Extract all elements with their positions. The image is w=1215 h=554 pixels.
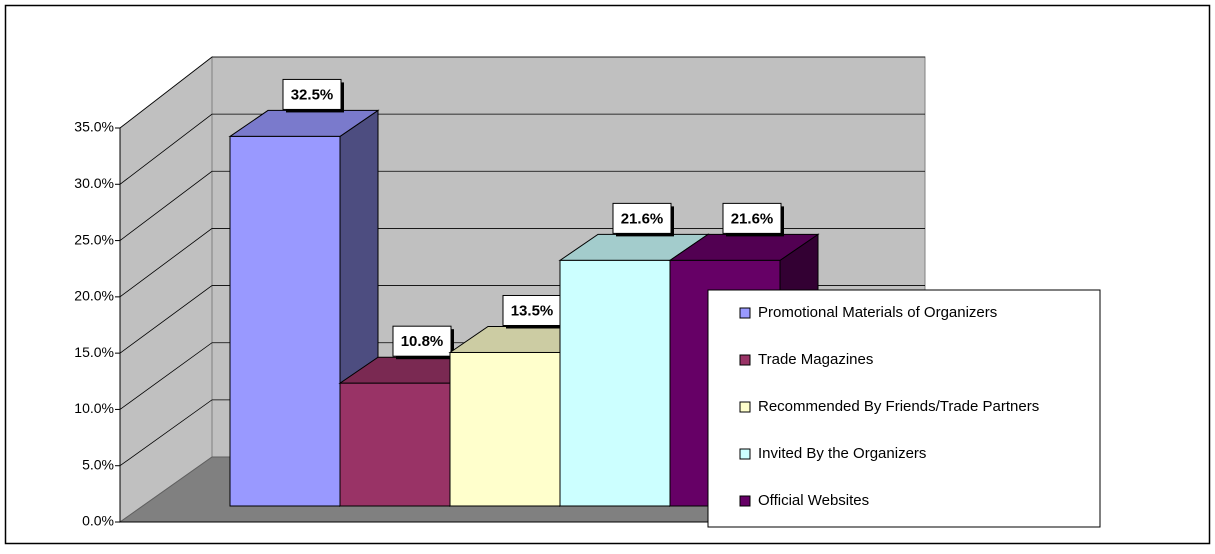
bar xyxy=(449,351,561,507)
legend-swatch xyxy=(739,448,751,460)
legend-swatch xyxy=(739,495,751,507)
y-tick-label: 5.0% xyxy=(82,456,114,472)
bar xyxy=(339,382,451,507)
data-label: 21.6% xyxy=(621,210,664,227)
legend-swatch xyxy=(739,401,751,413)
data-label: 13.5% xyxy=(511,302,554,319)
data-label: 21.6% xyxy=(731,210,774,227)
y-tick-label: 15.0% xyxy=(74,344,114,360)
legend-label: Promotional Materials of Organizers xyxy=(758,304,997,321)
legend-swatch xyxy=(739,307,751,319)
data-label-box xyxy=(722,202,782,234)
y-tick-label: 30.0% xyxy=(74,175,114,191)
grid-line xyxy=(119,170,925,241)
legend-label: Invited By the Organizers xyxy=(758,445,926,462)
data-label-box xyxy=(392,325,452,357)
data-label-box xyxy=(502,294,562,326)
legend xyxy=(707,289,1101,528)
y-tick-label: 35.0% xyxy=(74,119,114,135)
y-tick-label: 10.0% xyxy=(74,400,114,416)
data-label-box xyxy=(282,78,342,110)
y-tick-label: 20.0% xyxy=(74,288,114,304)
data-label: 32.5% xyxy=(291,86,334,103)
bar xyxy=(229,135,341,507)
legend-label: Trade Magazines xyxy=(758,351,873,368)
grid-line xyxy=(119,113,925,185)
data-label-box xyxy=(612,202,672,234)
side-wall xyxy=(119,55,213,523)
legend-label: Recommended By Friends/Trade Partners xyxy=(758,398,1039,415)
legend-label: Official Websites xyxy=(758,492,869,509)
grid-line xyxy=(119,228,925,298)
data-label: 10.8% xyxy=(401,333,444,350)
y-tick-label: 0.0% xyxy=(82,513,114,529)
grid-line xyxy=(119,56,925,129)
y-tick-label: 25.0% xyxy=(74,231,114,247)
bar xyxy=(559,259,671,507)
legend-swatch xyxy=(739,354,751,366)
